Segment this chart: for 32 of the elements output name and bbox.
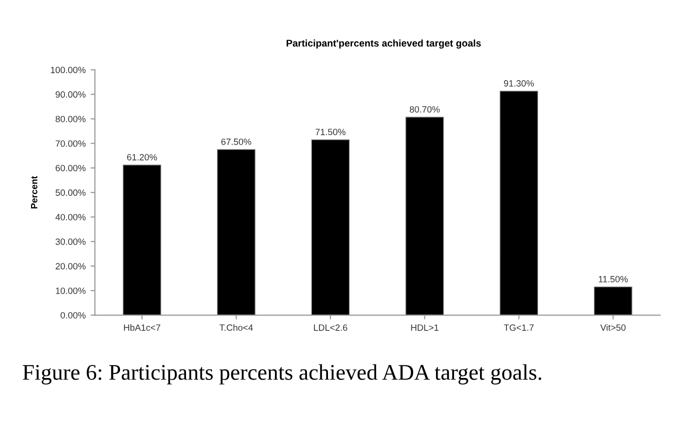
data-label: 71.50% [316, 128, 346, 136]
x-tick-label: LDL<2.6 [314, 324, 348, 331]
y-tick-label: 70.00% [56, 140, 86, 147]
x-tick-label: HbA1c<7 [124, 324, 160, 331]
data-label: 67.50% [221, 138, 252, 145]
y-tick-label: 60.00% [56, 164, 86, 172]
y-tick-label: 80.00% [56, 116, 86, 122]
bar [500, 90, 538, 316]
chart-title: Participant'percents achieved target goals [286, 39, 481, 49]
y-tick-label: 40.00% [55, 214, 86, 220]
x-tick-label: Vit>50 [600, 324, 626, 331]
data-label: 80.70% [410, 106, 440, 113]
bar [594, 286, 632, 316]
bar [311, 139, 350, 316]
y-tick-label: 10.00% [56, 288, 86, 294]
bar [405, 116, 444, 316]
x-tick-label: T.Cho<4 [219, 324, 253, 331]
bar [217, 149, 256, 316]
y-tick-label: 20.00% [56, 263, 86, 270]
x-tick-label: HDL>1 [411, 324, 438, 331]
bar [122, 164, 162, 316]
y-tick-label: 90.00% [56, 91, 86, 98]
data-label: 91.30% [504, 80, 534, 87]
data-label: 11.50% [598, 276, 628, 282]
y-tick-label: 100.00% [50, 66, 86, 74]
data-label: 61.20% [127, 154, 157, 160]
x-tick-label: TG<1.7 [504, 324, 534, 331]
y-axis-title: Percent [31, 176, 38, 208]
y-tick-label: 0.00% [60, 312, 86, 318]
y-tick-label: 50.00% [56, 189, 86, 196]
y-tick-label: 30.00% [56, 238, 86, 245]
caption: Figure 6: Participants percents achieved ADA target goals. [22, 364, 542, 384]
